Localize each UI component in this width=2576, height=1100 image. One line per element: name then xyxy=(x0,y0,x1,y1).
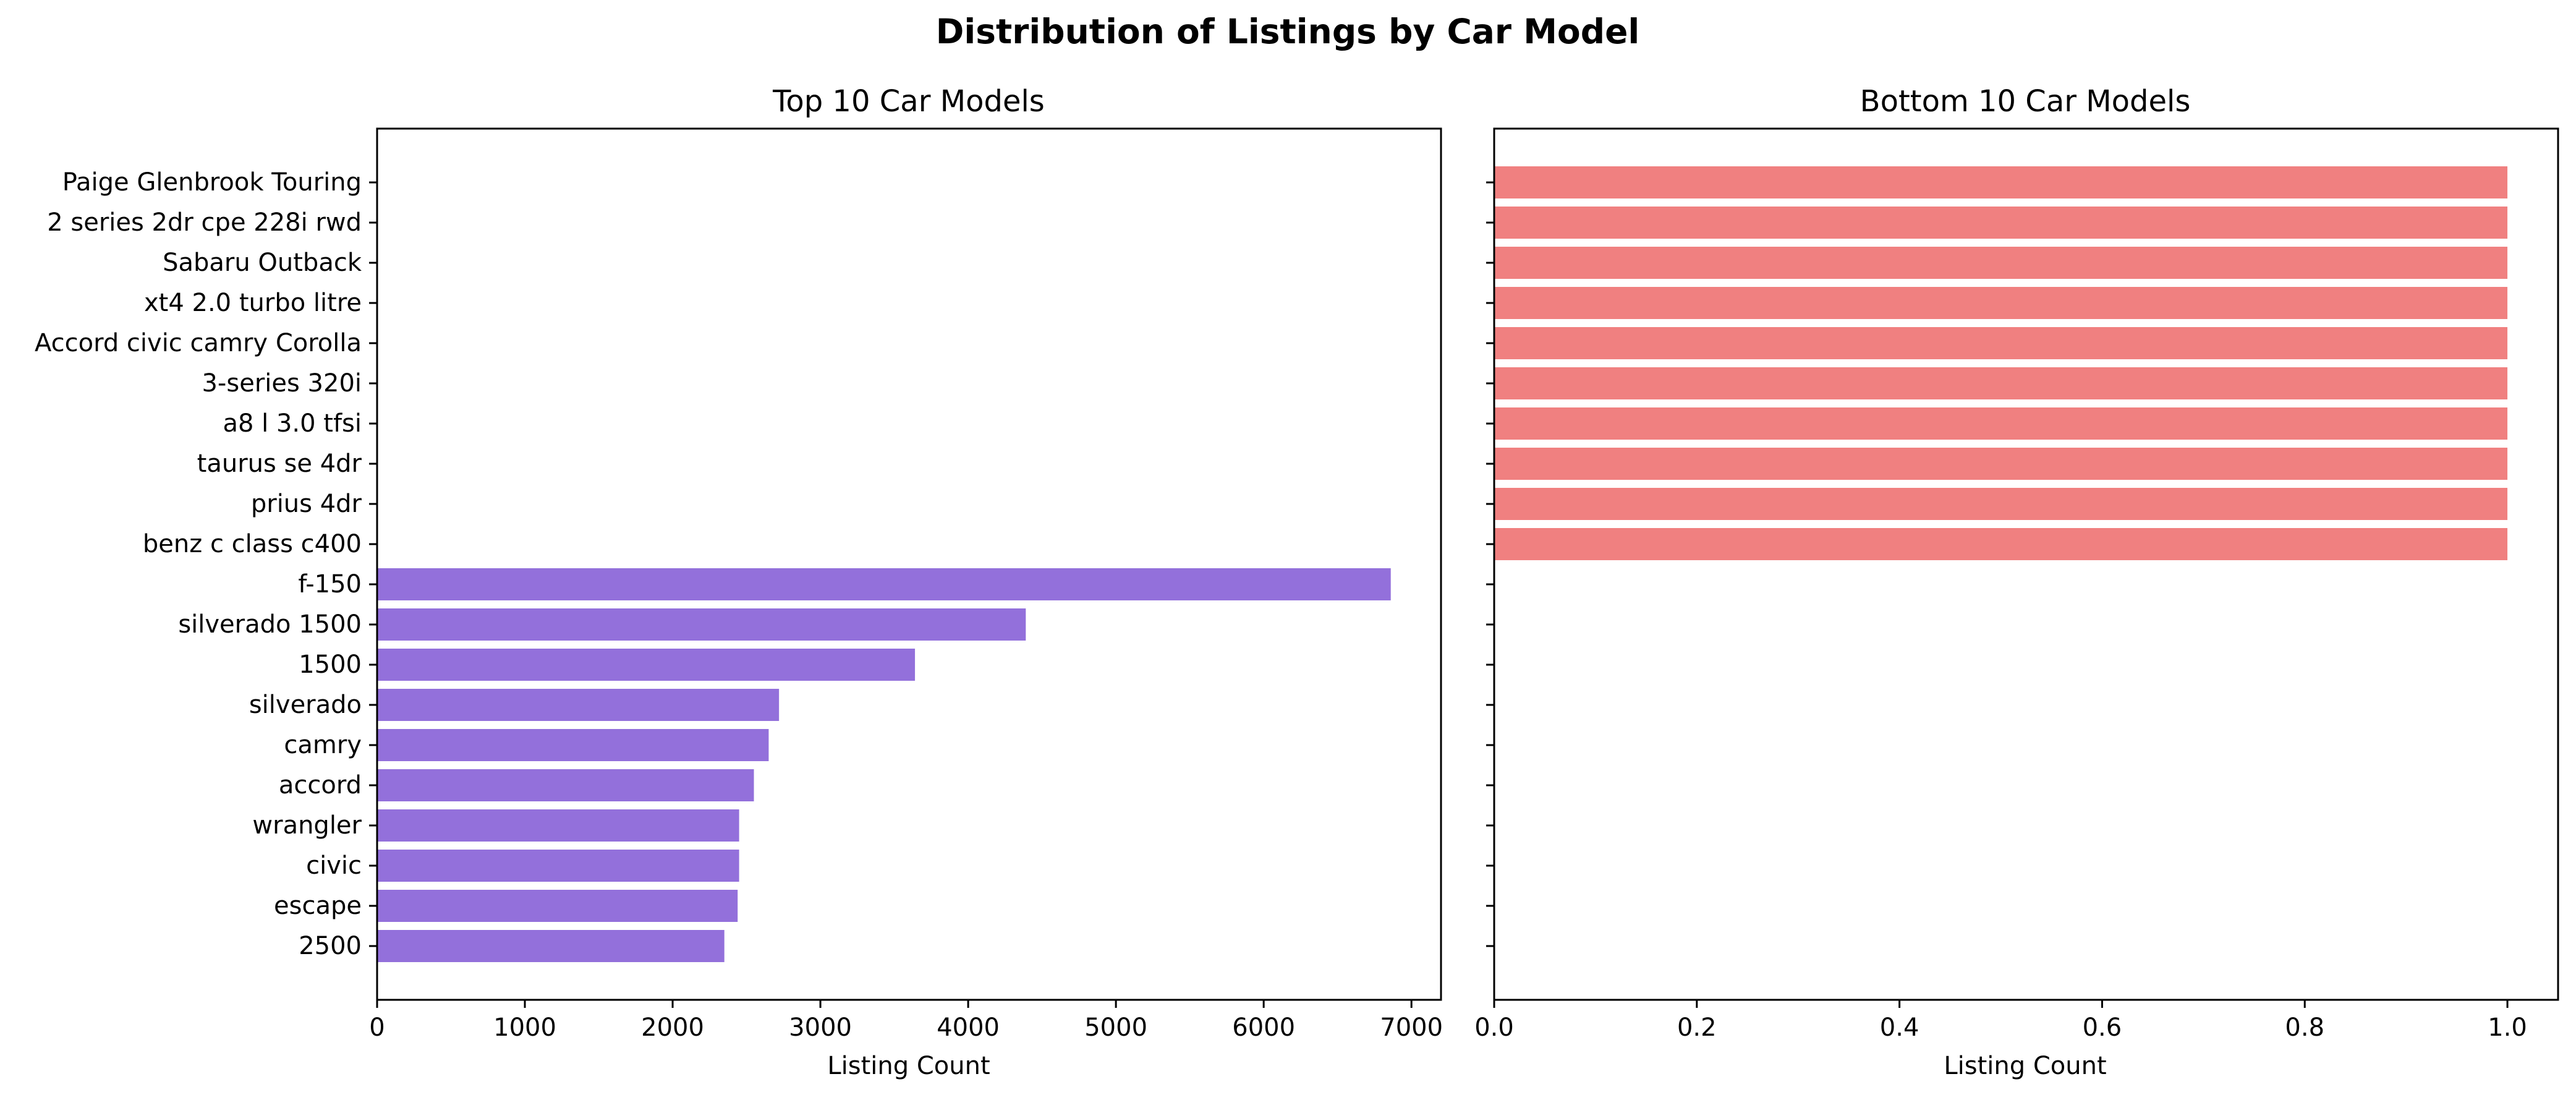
top-models-bars xyxy=(377,568,1391,962)
top-models-bar xyxy=(377,649,916,681)
bottom-models-plot-frame xyxy=(1493,127,2559,1001)
bottom-models-x-tick-label: 0.8 xyxy=(2285,1013,2324,1042)
top-models-y-tick-label: escape xyxy=(274,892,362,920)
top-models-y-tick-label: silverado 1500 xyxy=(178,610,362,639)
bottom-models-x-axis-label: Listing Count xyxy=(1944,1052,2106,1080)
bottom-models-title: Bottom 10 Car Models xyxy=(1860,84,2191,119)
top-models-x-axis-label: Listing Count xyxy=(827,1052,990,1080)
top-models-y-tick-label: xt4 2.0 turbo litre xyxy=(144,289,362,317)
bottom-models-x-tick-label: 1.0 xyxy=(2488,1013,2527,1042)
bottom-models-x-tick-label: 0.0 xyxy=(1474,1013,1514,1042)
bottom-models-y-axis xyxy=(1486,181,1494,947)
bottom-models-bar xyxy=(1494,407,2508,440)
top-models-y-tick-label: a8 l 3.0 tfsi xyxy=(223,409,362,438)
top-models-y-tick-label: camry xyxy=(284,731,362,759)
top-models-x-tick-label: 7000 xyxy=(1380,1013,1443,1042)
top-models-bar xyxy=(377,689,780,721)
top-models-y-tick-label: civic xyxy=(306,851,362,880)
top-models-x-axis: 0 1000 2000 3000 4000 5000 6000 7000 xyxy=(369,1000,1443,1042)
top-models-panel: Top 10 Car Models Paige Glenbrook Tourin… xyxy=(35,84,1443,1080)
top-models-title: Top 10 Car Models xyxy=(772,84,1045,119)
top-models-bar xyxy=(377,809,739,842)
bottom-models-x-tick-label: 0.2 xyxy=(1677,1013,1717,1042)
top-models-y-tick-label: benz c class c400 xyxy=(143,530,362,558)
bottom-models-x-tick-label: 0.4 xyxy=(1880,1013,1919,1042)
top-models-y-tick-label: prius 4dr xyxy=(251,490,362,518)
top-models-y-tick-label: f-150 xyxy=(298,570,362,599)
top-models-y-tick-label: 2 series 2dr cpe 228i rwd xyxy=(47,208,362,237)
top-models-bar xyxy=(377,769,754,801)
bottom-models-bar xyxy=(1494,488,2508,520)
top-models-bar xyxy=(377,608,1026,641)
top-models-y-tick-label: wrangler xyxy=(252,811,362,840)
bottom-models-bar xyxy=(1494,367,2508,399)
top-models-y-tick-label: taurus se 4dr xyxy=(197,450,362,478)
bottom-models-panel: Bottom 10 Car Models 0.0 0.2 0.4 0.6 0.8 1.0 … xyxy=(1474,84,2559,1080)
top-models-x-tick-label: 1000 xyxy=(493,1013,556,1042)
bottom-models-bar xyxy=(1494,528,2508,560)
bottom-models-bar xyxy=(1494,327,2508,359)
top-models-y-tick-label: 3-series 320i xyxy=(202,369,362,398)
bottom-models-x-axis: 0.0 0.2 0.4 0.6 0.8 1.0 xyxy=(1474,1000,2527,1042)
bottom-models-bar xyxy=(1494,166,2508,198)
top-models-bar xyxy=(377,890,738,922)
top-models-y-tick-label: Sabaru Outback xyxy=(163,249,362,277)
top-models-x-tick-label: 2000 xyxy=(641,1013,704,1042)
bottom-models-bar xyxy=(1494,247,2508,279)
top-models-x-tick-label: 0 xyxy=(369,1013,385,1042)
top-models-x-tick-label: 4000 xyxy=(937,1013,1000,1042)
top-models-y-tick-label: silverado xyxy=(249,691,362,719)
bottom-models-x-tick-label: 0.6 xyxy=(2083,1013,2122,1042)
top-models-x-tick-label: 6000 xyxy=(1232,1013,1295,1042)
top-models-bar xyxy=(377,930,725,962)
figure-title: Distribution of Listings by Car Model xyxy=(936,12,1639,51)
top-models-y-tick-label: 2500 xyxy=(299,932,362,960)
top-models-y-tick-label: accord xyxy=(279,771,362,799)
bottom-models-bar xyxy=(1494,448,2508,480)
top-models-bar xyxy=(377,850,739,882)
bottom-models-bars xyxy=(1494,166,2508,560)
top-models-x-tick-label: 3000 xyxy=(789,1013,852,1042)
top-models-y-axis: Paige Glenbrook Touring 2 series 2dr cpe … xyxy=(35,168,377,960)
top-models-y-tick-label: Paige Glenbrook Touring xyxy=(62,168,362,197)
top-models-y-tick-label: Accord civic camry Corolla xyxy=(35,329,362,357)
top-models-y-tick-label: 1500 xyxy=(299,650,362,679)
bottom-models-bar xyxy=(1494,207,2508,239)
top-models-x-tick-label: 5000 xyxy=(1084,1013,1147,1042)
bottom-models-bar xyxy=(1494,287,2508,319)
top-models-bar xyxy=(377,729,769,761)
top-models-plot-frame xyxy=(376,127,1442,1001)
top-models-bar xyxy=(377,568,1391,600)
